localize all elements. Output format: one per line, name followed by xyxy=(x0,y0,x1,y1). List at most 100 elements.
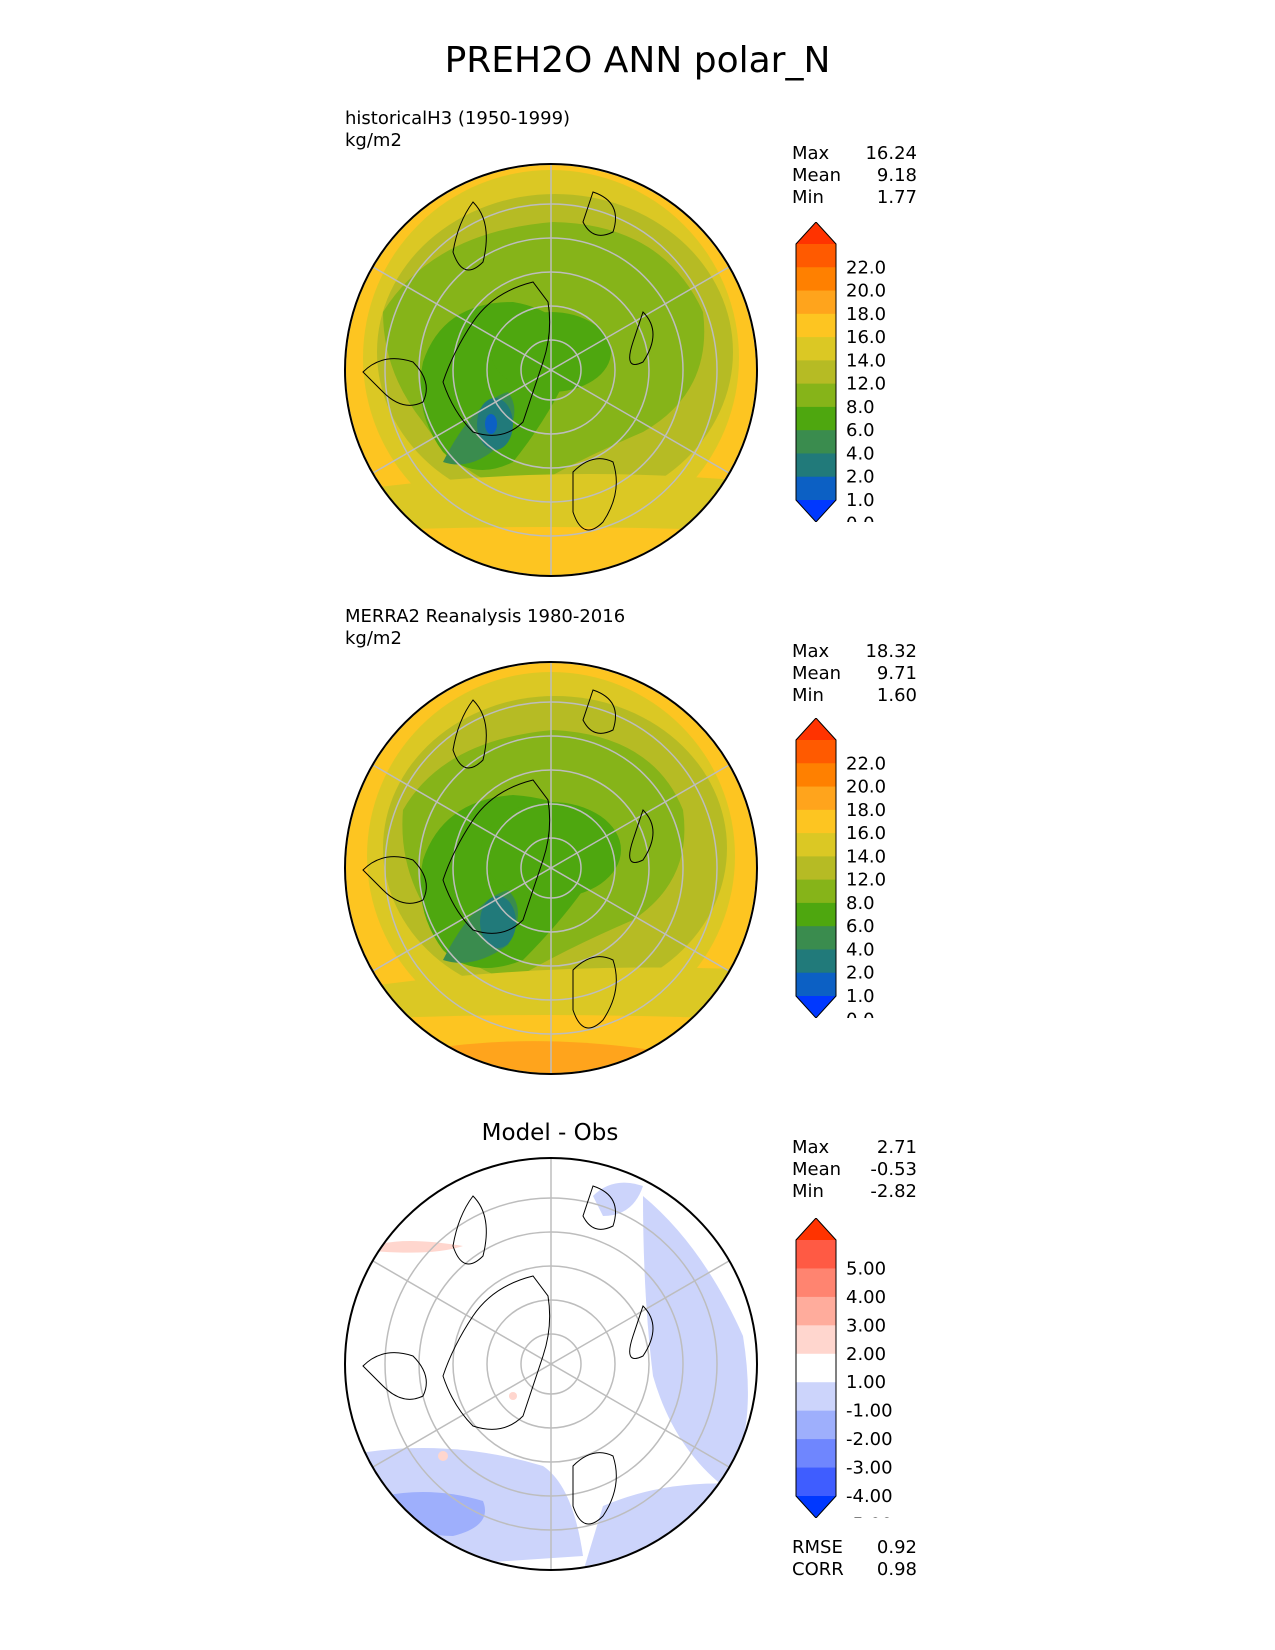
metric-value: 0.92 xyxy=(876,1537,917,1558)
panel1-colorbar: 22.0 20.018.016.014.0 12.08.06.04.0 2.01.0 0… xyxy=(795,222,886,522)
colorbar-outline xyxy=(795,1218,837,1518)
colorbar-tick-label: 18.0 xyxy=(846,800,886,821)
colorbar-segment xyxy=(796,1353,836,1383)
colorbar-extend-max xyxy=(796,718,836,740)
colorbar-tick-label: 20.0 xyxy=(846,777,886,798)
figure-title: PREH2O ANN polar_N xyxy=(444,40,831,81)
panel1-polar-map xyxy=(344,163,758,577)
metric-label: RMSE xyxy=(792,1537,843,1558)
colorbar-segment xyxy=(796,740,836,764)
colorbar-segment xyxy=(796,763,836,788)
colorbar-segment xyxy=(796,476,836,501)
panel1-stats: Max 16.24 Mean 9.18 Min 1.77 xyxy=(792,143,917,209)
colorbar-tick-label: 6.0 xyxy=(846,420,875,441)
stat-value: 18.32 xyxy=(865,641,917,662)
panel3-title: Model - Obs xyxy=(481,1120,619,1146)
stat-label: Min xyxy=(792,1181,824,1202)
colorbar-tick-label: 4.00 xyxy=(846,1287,886,1308)
colorbar-segment xyxy=(796,244,836,268)
panel3-metrics: RMSE 0.92 CORR 0.98 xyxy=(792,1537,917,1581)
colorbar-tick-label: 2.0 xyxy=(846,467,875,488)
panel3-colorbar: 5.00 4.00 3.00 2.00 1.00 -1.00 -2.00 -3.00 -4.00… xyxy=(795,1218,893,1518)
panel3-difference-map xyxy=(344,1157,758,1571)
colorbar-tick-label: 22.0 xyxy=(846,257,886,278)
colorbar-tick-label: 12.0 xyxy=(846,374,886,395)
colorbar-tick-label: 18.0 xyxy=(846,304,886,325)
stat-label: Max xyxy=(792,1137,830,1158)
stat-label: Mean xyxy=(792,165,842,186)
stat-value: -0.53 xyxy=(870,1159,917,1180)
colorbar-tick-label: -1.00 xyxy=(846,1401,893,1422)
colorbar-outline xyxy=(795,718,837,1018)
colorbar-segment xyxy=(796,833,836,857)
colorbar-tick-label: 0.0 xyxy=(846,1009,875,1018)
colorbar-segment xyxy=(796,290,836,315)
stat-label: Max xyxy=(792,641,830,662)
panel2-units-label: kg/m2 xyxy=(345,628,402,649)
panel2-dataset-label: MERRA2 Reanalysis 1980-2016 xyxy=(345,606,626,627)
colorbar-tick-label: 4.0 xyxy=(846,443,875,464)
colorbar-outline xyxy=(795,222,837,522)
colorbar-segment xyxy=(796,1467,836,1497)
colorbar-segment xyxy=(796,1240,836,1269)
panel2-stats: Max 18.32 Mean 9.71 Min 1.60 xyxy=(792,641,917,707)
colorbar-segment xyxy=(796,809,836,834)
colorbar-tick-label: 0.0 xyxy=(846,513,875,522)
panel1-units-label: kg/m2 xyxy=(345,130,402,151)
colorbar-segment xyxy=(796,267,836,292)
colorbar-tick-label: 16.0 xyxy=(846,823,886,844)
colorbar-tick-label: 5.00 xyxy=(846,1258,886,1279)
colorbar-segment xyxy=(796,360,836,385)
colorbar-segment xyxy=(796,926,836,950)
colorbar-tick-label: 2.00 xyxy=(846,1344,886,1365)
stat-value: 2.71 xyxy=(876,1137,917,1158)
colorbar-segment xyxy=(796,1439,836,1469)
colorbar-tick-label: 22.0 xyxy=(846,753,886,774)
colorbar-segment xyxy=(796,383,836,408)
colorbar-tick-label: 8.0 xyxy=(846,893,875,914)
colorbar-segment xyxy=(796,1410,836,1440)
colorbar-extend-max xyxy=(796,1218,836,1240)
colorbar-segment xyxy=(796,406,836,431)
stat-label: Mean xyxy=(792,663,842,684)
panel2-colorbar: 22.0 20.018.016.014.0 12.08.06.04.0 2.01.0 0… xyxy=(795,718,886,1018)
colorbar-segment xyxy=(796,1325,836,1355)
colorbar-tick-label: 16.0 xyxy=(846,327,886,348)
colorbar-segment xyxy=(796,856,836,881)
stat-value: 9.71 xyxy=(876,663,917,684)
colorbar-segment xyxy=(796,313,836,338)
colorbar-segment xyxy=(796,949,836,974)
colorbar-tick-label: 1.00 xyxy=(846,1372,886,1393)
stat-label: Mean xyxy=(792,1159,842,1180)
colorbar-segment xyxy=(796,337,836,361)
colorbar-tick-label: 20.0 xyxy=(846,281,886,302)
colorbar-segment xyxy=(796,879,836,904)
colorbar-tick-label: 6.0 xyxy=(846,916,875,937)
colorbar-tick-label: -5.00 xyxy=(846,1514,893,1518)
colorbar-extend-min xyxy=(796,1496,836,1518)
stat-value: 9.18 xyxy=(876,165,917,186)
colorbar-tick-label: 8.0 xyxy=(846,397,875,418)
colorbar-extend-min xyxy=(796,996,836,1018)
colorbar-tick-label: 3.00 xyxy=(846,1315,886,1336)
stat-value: 1.77 xyxy=(876,187,917,208)
stat-label: Min xyxy=(792,187,824,208)
stat-value: -2.82 xyxy=(870,1181,917,1202)
colorbar-segment xyxy=(796,1268,836,1298)
metric-label: CORR xyxy=(792,1559,844,1580)
colorbar-tick-label: 12.0 xyxy=(846,870,886,891)
colorbar-tick-label: 2.0 xyxy=(846,963,875,984)
stat-value: 1.60 xyxy=(876,685,917,706)
panel2-polar-map xyxy=(344,661,758,1075)
panel2-label: MERRA2 Reanalysis 1980-2016 kg/m2 xyxy=(345,606,625,650)
panel1-label: historicalH3 (1950-1999) kg/m2 xyxy=(345,108,570,152)
colorbar-extend-min xyxy=(796,500,836,522)
panel1-dataset-label: historicalH3 (1950-1999) xyxy=(345,108,571,129)
colorbar-tick-label: -2.00 xyxy=(846,1429,893,1450)
colorbar-tick-label: 1.0 xyxy=(846,986,875,1007)
colorbar-segment xyxy=(796,430,836,454)
colorbar-segment xyxy=(796,972,836,997)
metric-value: 0.98 xyxy=(876,1559,917,1580)
stat-label: Max xyxy=(792,143,830,164)
colorbar-segment xyxy=(796,786,836,811)
